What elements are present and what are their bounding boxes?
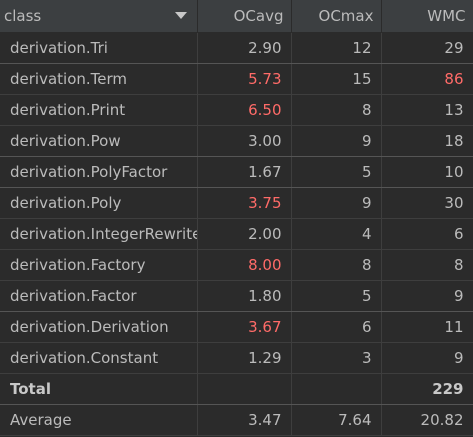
class-name-cell: derivation.Factor bbox=[0, 280, 198, 312]
ocavg-cell: 5.73 bbox=[197, 63, 292, 95]
summary-label: Total bbox=[0, 373, 198, 405]
summary-wmc: 229 bbox=[381, 373, 473, 405]
ocmax-cell: 9 bbox=[291, 187, 382, 219]
table-row[interactable]: derivation.Print 6.50 8 13 bbox=[0, 94, 473, 126]
ocavg-cell: 3.67 bbox=[197, 311, 292, 343]
column-header-wmc[interactable]: WMC bbox=[381, 0, 473, 33]
wmc-cell: 86 bbox=[381, 63, 473, 95]
class-name-cell: derivation.PolyFactor bbox=[0, 156, 198, 188]
summary-ocavg: 3.47 bbox=[197, 404, 292, 436]
ocavg-cell: 1.80 bbox=[197, 280, 292, 312]
chevron-down-icon[interactable] bbox=[174, 12, 187, 19]
summary-label: Average bbox=[0, 404, 198, 436]
table-row[interactable]: derivation.Factory 8.00 8 8 bbox=[0, 249, 473, 281]
class-name-cell: derivation.Factory bbox=[0, 249, 198, 281]
ocmax-cell: 5 bbox=[291, 280, 382, 312]
ocavg-cell: 2.00 bbox=[197, 218, 292, 250]
wmc-cell: 9 bbox=[381, 342, 473, 374]
average-row: Average 3.47 7.64 20.82 bbox=[0, 404, 473, 436]
wmc-cell: 6 bbox=[381, 218, 473, 250]
summary-ocmax bbox=[291, 373, 382, 405]
class-name-cell: derivation.Pow bbox=[0, 125, 198, 157]
ocavg-cell: 6.50 bbox=[197, 94, 292, 126]
wmc-cell: 10 bbox=[381, 156, 473, 188]
column-header-class[interactable]: class bbox=[0, 0, 198, 33]
class-name-cell: derivation.Poly bbox=[0, 187, 198, 219]
class-name-cell: derivation.Tri bbox=[0, 32, 198, 64]
summary-ocmax: 7.64 bbox=[291, 404, 382, 436]
wmc-cell: 18 bbox=[381, 125, 473, 157]
ocmax-cell: 4 bbox=[291, 218, 382, 250]
wmc-cell: 13 bbox=[381, 94, 473, 126]
ocmax-cell: 5 bbox=[291, 156, 382, 188]
table-row[interactable]: derivation.Tri 2.90 12 29 bbox=[0, 32, 473, 64]
ocavg-cell: 1.67 bbox=[197, 156, 292, 188]
ocmax-cell: 3 bbox=[291, 342, 382, 374]
class-name-cell: derivation.Derivation bbox=[0, 311, 198, 343]
ocavg-cell: 3.75 bbox=[197, 187, 292, 219]
column-header-class-label: class bbox=[4, 7, 42, 25]
ocmax-cell: 8 bbox=[291, 94, 382, 126]
total-row: Total 229 bbox=[0, 373, 473, 405]
table-row[interactable]: derivation.Derivation 3.67 6 11 bbox=[0, 311, 473, 343]
ocmax-cell: 15 bbox=[291, 63, 382, 95]
table-row[interactable]: derivation.PolyFactor 1.67 5 10 bbox=[0, 156, 473, 188]
wmc-cell: 29 bbox=[381, 32, 473, 64]
wmc-cell: 11 bbox=[381, 311, 473, 343]
ocavg-cell: 3.00 bbox=[197, 125, 292, 157]
wmc-cell: 9 bbox=[381, 280, 473, 312]
ocavg-cell: 8.00 bbox=[197, 249, 292, 281]
table-row[interactable]: derivation.Pow 3.00 9 18 bbox=[0, 125, 473, 157]
ocavg-cell: 1.29 bbox=[197, 342, 292, 374]
table-row[interactable]: derivation.Poly 3.75 9 30 bbox=[0, 187, 473, 219]
ocavg-cell: 2.90 bbox=[197, 32, 292, 64]
summary-wmc: 20.82 bbox=[381, 404, 473, 436]
class-name-cell: derivation.Print bbox=[0, 94, 198, 126]
header-row: class OCavg OCmax WMC bbox=[0, 0, 473, 33]
wmc-cell: 8 bbox=[381, 249, 473, 281]
ocmax-cell: 8 bbox=[291, 249, 382, 281]
table-row[interactable]: derivation.IntegerRewrite 2.00 4 6 bbox=[0, 218, 473, 250]
table-row[interactable]: derivation.Constant 1.29 3 9 bbox=[0, 342, 473, 374]
table-row[interactable]: derivation.Factor 1.80 5 9 bbox=[0, 280, 473, 312]
class-name-cell: derivation.Constant bbox=[0, 342, 198, 374]
class-name-cell: derivation.Term bbox=[0, 63, 198, 95]
summary-ocavg bbox=[197, 373, 292, 405]
ocmax-cell: 9 bbox=[291, 125, 382, 157]
ocmax-cell: 12 bbox=[291, 32, 382, 64]
ocmax-cell: 6 bbox=[291, 311, 382, 343]
wmc-cell: 30 bbox=[381, 187, 473, 219]
table-row[interactable]: derivation.Term 5.73 15 86 bbox=[0, 63, 473, 95]
class-name-cell: derivation.IntegerRewrite bbox=[0, 218, 198, 250]
column-header-ocmax[interactable]: OCmax bbox=[291, 0, 382, 33]
column-header-ocavg[interactable]: OCavg bbox=[197, 0, 292, 33]
